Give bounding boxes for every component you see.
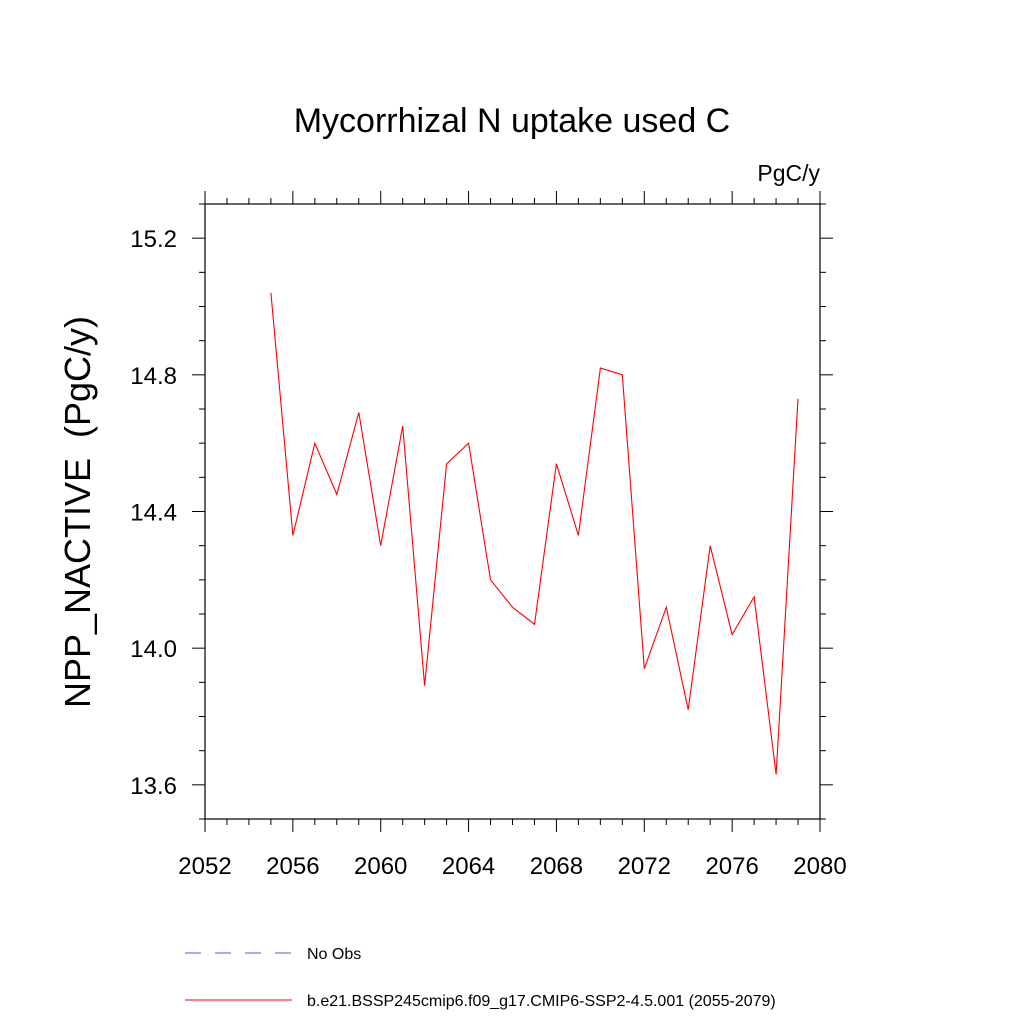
plot-frame xyxy=(204,203,821,820)
x-tick-label: 2076 xyxy=(705,853,758,880)
axis-ticks xyxy=(192,191,833,832)
y-axis-label: NPP_NACTIVE (PgC/y) xyxy=(57,316,98,708)
series-line xyxy=(270,292,799,775)
x-tick-label: 2072 xyxy=(618,853,671,880)
y-tick-label: 14.4 xyxy=(130,500,177,527)
legend-label: No Obs xyxy=(307,946,361,963)
x-tick-label: 2068 xyxy=(530,853,583,880)
data-series xyxy=(270,292,799,775)
x-tick-label: 2052 xyxy=(178,853,231,880)
axis-tick-labels: 2052 2056 2060 2064 2068 2072 2076 2080 13.6 14.0… xyxy=(130,226,846,880)
y-tick-label: 14.0 xyxy=(130,636,177,663)
y-tick-label: 13.6 xyxy=(130,773,177,800)
x-tick-label: 2060 xyxy=(354,853,407,880)
units-label: PgC/y xyxy=(757,160,820,186)
x-tick-label: 2080 xyxy=(793,853,846,880)
legend: No Obs b.e21.BSSP245cmip6.f09_g17.CMIP6-S… xyxy=(185,946,776,1010)
x-tick-label: 2064 xyxy=(442,853,495,880)
legend-label: b.e21.BSSP245cmip6.f09_g17.CMIP6-SSP2-4.… xyxy=(307,993,776,1010)
y-tick-label: 15.2 xyxy=(130,226,177,253)
chart-title: Mycorrhizal N uptake used C xyxy=(294,102,731,140)
x-tick-label: 2056 xyxy=(266,853,319,880)
y-tick-label: 14.8 xyxy=(130,363,177,390)
